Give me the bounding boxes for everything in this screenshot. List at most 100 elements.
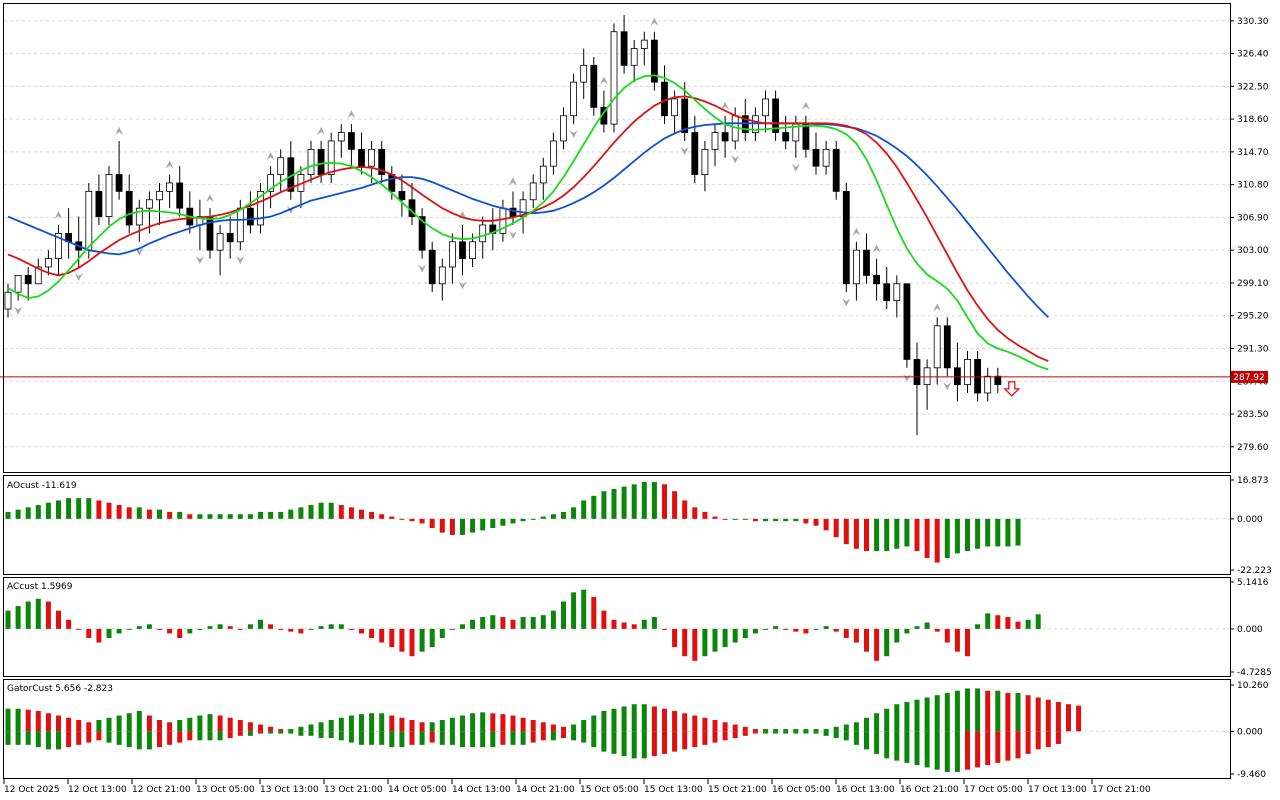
- up-bar: [722, 628, 728, 648]
- ac-histogram: [5, 589, 1041, 661]
- down-bar: [651, 706, 657, 732]
- bear-candle: [954, 367, 961, 386]
- up-bar: [449, 628, 455, 630]
- bull-candle: [539, 165, 547, 184]
- up-bar: [25, 507, 31, 519]
- down-bar: [389, 516, 395, 519]
- down-bar: [540, 722, 546, 732]
- bull-candle: [307, 148, 315, 175]
- up-bar: [712, 628, 718, 652]
- indicator-tick-label: 0.000: [1237, 727, 1263, 737]
- down-bar: [853, 628, 859, 643]
- down-bar: [25, 709, 31, 732]
- up-bar: [187, 717, 193, 732]
- up-bar: [995, 690, 1001, 732]
- down-bar: [429, 731, 435, 743]
- down-bar: [934, 628, 940, 632]
- up-bar: [278, 511, 284, 519]
- up-bar: [25, 601, 31, 629]
- up-bar: [965, 688, 970, 732]
- up-bar: [308, 731, 314, 736]
- up-bar: [247, 514, 253, 519]
- up-bar: [5, 511, 11, 519]
- bear-candle: [24, 274, 32, 285]
- fractal-down-icon: [509, 230, 517, 239]
- ac-label: ACcust 1.5969: [7, 582, 73, 592]
- down-bar: [409, 518, 415, 522]
- down-bar: [995, 731, 1001, 763]
- up-bar: [359, 714, 364, 732]
- down-bar: [662, 628, 667, 630]
- down-bar: [268, 726, 274, 732]
- down-bar: [348, 507, 354, 519]
- down-bar: [712, 720, 718, 732]
- gator-pane[interactable]: 10.260 0.000 -9.460 GatorCust 5.656 -2.823: [3, 679, 1269, 781]
- up-bar: [96, 720, 102, 732]
- down-bar: [1035, 731, 1041, 750]
- price-tick-label: 299.10: [1237, 279, 1269, 289]
- down-bar: [530, 731, 536, 743]
- bull-candle: [933, 325, 941, 369]
- up-bar: [460, 518, 465, 535]
- fractal-down-icon: [195, 256, 204, 265]
- down-bar: [419, 722, 425, 732]
- gator-histogram: [5, 688, 1082, 772]
- up-bar: [308, 628, 314, 630]
- price-tick-label: 283.50: [1237, 410, 1269, 420]
- down-bar: [177, 628, 183, 639]
- ac-pane[interactable]: 5.1416 0.000 -4.7285 ACcust 1.5969: [3, 577, 1272, 679]
- up-bar: [419, 628, 425, 652]
- ma-green-line: [7, 74, 1049, 371]
- price-pane[interactable]: 330.30 326.40 322.50 318.60 314.70 310.80 306.…: [0, 3, 1269, 473]
- bull-candle: [711, 132, 719, 150]
- up-bar: [601, 491, 607, 519]
- up-bar: [449, 731, 455, 745]
- up-bar: [126, 713, 132, 732]
- up-bar: [864, 731, 869, 750]
- down-bar: [298, 628, 304, 634]
- up-bar: [965, 518, 970, 552]
- down-bar: [702, 511, 708, 519]
- up-bar: [611, 708, 617, 732]
- up-bar: [550, 610, 556, 629]
- up-bar: [56, 500, 61, 519]
- down-bar: [742, 726, 748, 732]
- down-bar: [187, 514, 193, 519]
- up-bar: [207, 626, 213, 629]
- down-bar: [692, 715, 698, 732]
- bull-candle: [701, 148, 709, 175]
- up-bar: [651, 482, 657, 519]
- down-bar: [1005, 692, 1011, 732]
- time-tick-label: 15 Oct 21:00: [708, 785, 767, 795]
- up-bar: [732, 628, 738, 643]
- down-bar: [924, 518, 930, 558]
- up-bar: [803, 731, 809, 734]
- up-bar: [460, 624, 465, 629]
- up-bar: [641, 731, 647, 759]
- ao-pane[interactable]: 16.873 0.000 -22.223 AOcust -11.619: [3, 475, 1272, 577]
- down-bar: [510, 715, 516, 732]
- bull-candle: [34, 266, 42, 285]
- up-bar: [369, 731, 375, 745]
- up-bar: [571, 592, 577, 629]
- up-bar: [258, 511, 263, 519]
- time-tick-label: 17 Oct 13:00: [1028, 785, 1087, 795]
- up-bar: [581, 731, 587, 743]
- bear-candle: [812, 148, 820, 167]
- up-bar: [278, 731, 284, 734]
- price-tick-label: 306.90: [1237, 213, 1269, 223]
- up-bar: [379, 713, 385, 732]
- down-bar: [864, 628, 869, 652]
- bull-candle: [45, 258, 52, 268]
- down-bar: [692, 507, 698, 519]
- up-bar: [853, 722, 859, 732]
- up-bar: [470, 518, 476, 533]
- up-bar: [15, 606, 21, 629]
- up-bar: [197, 628, 203, 630]
- down-bar: [1025, 695, 1031, 732]
- bear-candle: [883, 283, 891, 301]
- up-bar: [217, 731, 223, 741]
- down-bar: [1005, 617, 1011, 629]
- up-bar: [540, 516, 546, 519]
